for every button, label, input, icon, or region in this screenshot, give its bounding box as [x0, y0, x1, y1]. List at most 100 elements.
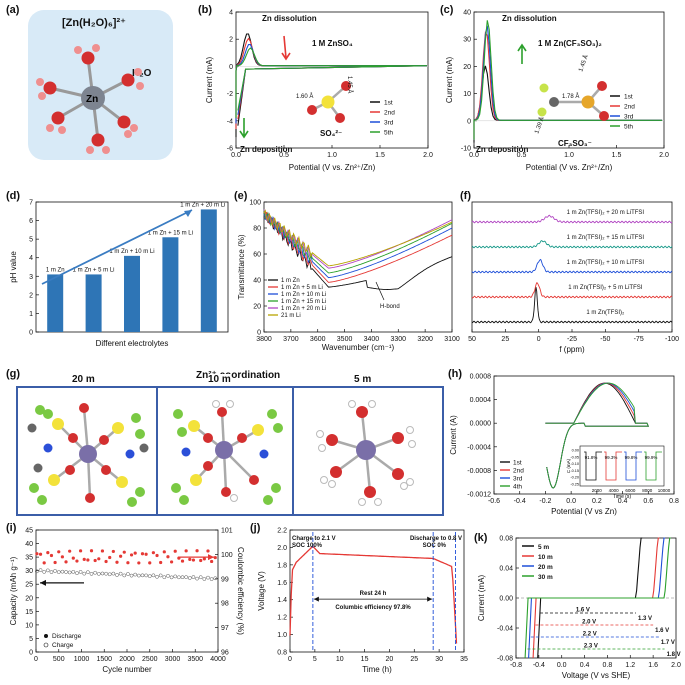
i-capacity-point	[118, 571, 123, 576]
i-capacity-point	[136, 573, 141, 578]
e-ytick-label: 60	[253, 252, 261, 259]
d-bar-label: 1 m Zn + 5 m Li	[73, 267, 115, 273]
k-window-label: 2.0 V	[582, 620, 596, 626]
j-soc100-label: SOC 100%	[292, 543, 323, 549]
e-ytick-label: 40	[253, 278, 261, 285]
h-ytick-label: 0.0000	[470, 421, 492, 428]
e-xtick-label: 3100	[444, 336, 460, 343]
j-soc0-label: SOC 0%	[423, 543, 447, 549]
c-sulfur-atom	[581, 95, 595, 109]
i-capacity-point	[115, 573, 119, 577]
i-capacity-point	[151, 573, 156, 578]
i-legend-charge: Charge	[52, 642, 74, 649]
h-ytick-label: -0.0012	[467, 492, 491, 499]
structure-20m	[27, 403, 149, 507]
f-xtick-label: 25	[501, 336, 509, 343]
j-ytick-label: 1.2	[277, 615, 287, 622]
i-xtick-label: 4000	[210, 656, 226, 663]
e-hbond-pointer	[375, 281, 385, 301]
i-ce-point	[97, 557, 101, 561]
h-inset-ytick-label: -0.25	[570, 483, 579, 487]
i-capacity-point	[187, 576, 192, 580]
c-ytick-label: 10	[463, 91, 471, 98]
h-inset-ylabel: C (mA)	[566, 458, 571, 473]
i-y2tick-label: 97	[221, 625, 229, 632]
j-ytick-label: 1.8	[277, 562, 287, 569]
d-ytick-label: 3	[29, 274, 33, 281]
i-capacity-point	[180, 575, 185, 580]
j-plot-frame	[289, 529, 465, 653]
h-inset-series-line	[584, 451, 602, 481]
c-xlabel: Potential (V vs. Zn²⁺/Zn)	[526, 163, 613, 172]
j-ytick-label: 2.2	[277, 528, 287, 535]
i-capacity-point	[67, 570, 72, 575]
h-legend-label: 1st	[513, 460, 522, 467]
f-xlabel: f (ppm)	[559, 345, 585, 354]
i-capacity-point	[86, 570, 90, 575]
c-plot-frame	[473, 11, 665, 149]
i-ce-point	[71, 556, 75, 560]
i-capacity-point	[133, 572, 138, 577]
e-xtick-label: 3200	[417, 336, 433, 343]
f-series-line	[471, 240, 673, 249]
b-sulfate-label: SO₄²⁻	[320, 129, 342, 138]
c-xtick-label: 0.5	[517, 152, 527, 159]
k-window-label: 2.2 V	[583, 632, 597, 638]
b-green-arrow	[239, 118, 249, 139]
d-bar-label: 1 m Zn + 20 m Li	[180, 202, 225, 208]
i-ce-point	[53, 560, 57, 565]
i-ce-point	[111, 549, 115, 554]
b-xtick-label: 1.5	[375, 152, 385, 159]
h-inset-xtick-label: 4000	[609, 488, 620, 493]
k-legend-label: 30 m	[538, 574, 553, 581]
e-plot-frame	[263, 201, 453, 333]
i-y2tick-label: 99	[221, 576, 229, 583]
i-ce-point	[213, 555, 217, 560]
f-series-line	[471, 258, 673, 274]
h-xtick-label: 0.6	[643, 498, 653, 505]
c-series-line	[473, 20, 663, 140]
structure-10m	[171, 400, 283, 505]
i-xtick-label: 500	[53, 656, 65, 663]
h-xtick-label: -0.4	[514, 498, 526, 505]
j-rest-label: Rest 24 h	[360, 591, 387, 597]
coord-label-10m: 10 m	[208, 374, 231, 385]
f-series-line	[471, 282, 673, 299]
e-legend-label: 1 m Zn + 10 m Li	[281, 292, 326, 298]
i-capacity-point	[89, 572, 94, 576]
i-capacity-point	[166, 573, 170, 578]
d-bar	[124, 255, 140, 332]
c-oxygen-atom	[597, 81, 607, 91]
hydrated-zn-formula: [Zn(H₂O)₆]²⁺	[62, 17, 126, 29]
i-capacity-point	[82, 571, 87, 576]
hydrated-zn-molecule: Zn	[36, 44, 144, 154]
j-ytick-label: 2.0	[277, 545, 287, 552]
f-xtick-label: 50	[468, 336, 476, 343]
i-right-arrowhead	[208, 554, 214, 561]
panel-label-f: (f)	[460, 190, 471, 202]
b-bond-length: 1.45 Å	[346, 76, 353, 93]
c-deposition-label: Zn deposition	[476, 145, 529, 154]
f-series-line	[471, 287, 673, 324]
d-ytick-label: 6	[29, 218, 33, 225]
panel-label-b: (b)	[198, 4, 213, 16]
e-xtick-label: 3300	[390, 336, 406, 343]
i-capacity-point	[78, 570, 83, 574]
i-ce-point	[115, 560, 119, 564]
f-series-label: 1 m Zn(TFSI)₂ + 10 m LiTFSI	[567, 260, 645, 266]
chart-h: -0.6 -0.4 -0.2 0.0 0.2 0.4 0.6 0.8 -0.0012 -0.000…	[450, 374, 679, 517]
b-ytick-label: 4	[229, 10, 233, 17]
d-ytick-label: 0	[29, 330, 33, 337]
structure-5m	[316, 400, 416, 506]
c-ytick-label: 0	[467, 118, 471, 125]
d-trend-arrowhead	[184, 210, 192, 217]
k-xtick-label: -0.8	[510, 662, 522, 669]
i-ce-point	[159, 560, 163, 565]
panel-label-h: (h)	[448, 368, 463, 380]
coordination-structures	[27, 400, 416, 507]
k-legend-label: 10 m	[538, 554, 553, 561]
i-xtick-label: 3000	[165, 656, 181, 663]
i-ytick-label: 30	[25, 568, 33, 575]
c-green-arrow	[517, 43, 527, 64]
i-capacity-point	[173, 574, 178, 579]
